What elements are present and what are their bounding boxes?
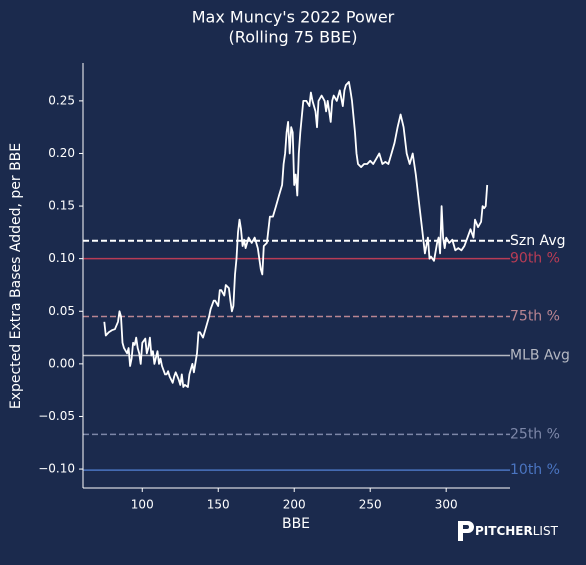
- logo-text: PITCHERLIST: [475, 524, 559, 538]
- reference-label: MLB Avg: [510, 347, 570, 363]
- x-tick-label: 250: [359, 498, 382, 512]
- chart-title: Max Muncy's 2022 Power: [192, 8, 395, 27]
- y-tick-label: 0.25: [48, 93, 75, 107]
- x-tick-label: 150: [207, 498, 230, 512]
- y-tick-label: 0.20: [48, 146, 75, 160]
- data-line: [103, 81, 489, 388]
- reference-label: 90th %: [510, 251, 560, 267]
- y-tick-label: 0.05: [48, 304, 75, 318]
- y-tick-label: 0.10: [48, 251, 75, 265]
- logo-icon: [458, 521, 474, 541]
- reference-label: 25th %: [510, 426, 560, 442]
- x-tick-label: 100: [131, 498, 154, 512]
- x-axis-label: BBE: [282, 516, 310, 532]
- y-tick-label: −0.05: [38, 409, 75, 423]
- chart-subtitle: (Rolling 75 BBE): [229, 28, 358, 47]
- logo-bold: PITCHER: [475, 524, 533, 538]
- x-tick-label: 300: [435, 498, 458, 512]
- y-tick-label: −0.10: [38, 462, 75, 476]
- logo: PITCHERLIST: [458, 521, 559, 541]
- y-tick-label: 0.15: [48, 199, 75, 213]
- reference-label: 75th %: [510, 309, 560, 325]
- y-axis-label: Expected Extra Bases Added, per BBE: [8, 143, 24, 409]
- logo-light: LIST: [533, 524, 559, 538]
- x-tick-label: 200: [283, 498, 306, 512]
- y-tick-label: 0.00: [48, 356, 75, 370]
- reference-label: 10th %: [510, 462, 560, 478]
- reference-label: Szn Avg: [510, 233, 566, 249]
